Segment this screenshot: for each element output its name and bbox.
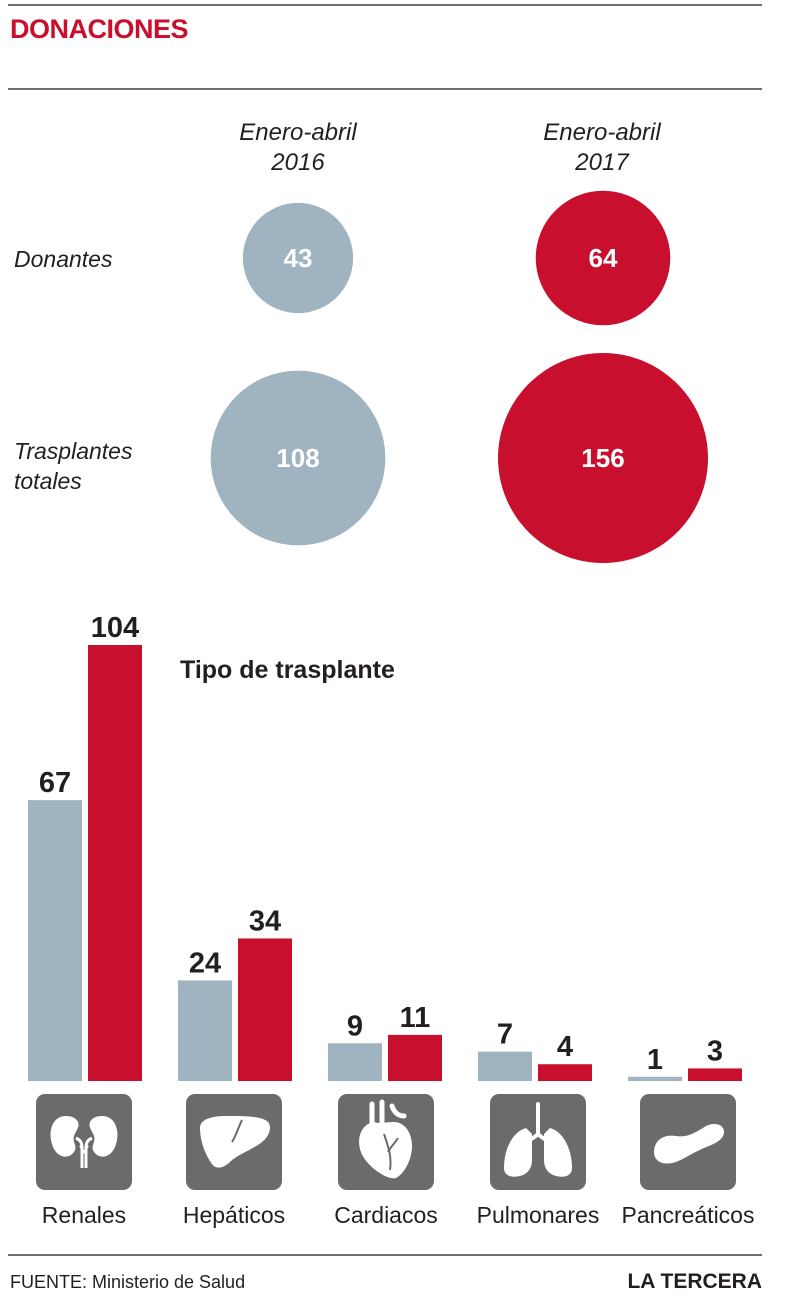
- bar-label-cardiacos-2017: 11: [400, 1002, 431, 1034]
- bubble-0-2017: [535, 190, 671, 326]
- category-label-cardiacos: Cardiacos: [334, 1202, 438, 1228]
- period-2017: Enero-abril 2017: [502, 118, 702, 178]
- heart-icon: [338, 1094, 434, 1190]
- bar-pulmonares-2016: [478, 1051, 532, 1081]
- bar-label-cardiacos-2016: 9: [347, 1010, 363, 1042]
- page-title: DONACIONES: [10, 14, 189, 44]
- row-label-trasplantes: Trasplantes totales: [14, 436, 132, 496]
- bar-hepáticos-2017: [238, 938, 292, 1081]
- lungs-icon: [490, 1094, 586, 1190]
- bar-cardiacos-2017: [388, 1034, 442, 1081]
- title-rule: [8, 88, 762, 90]
- period-2017-line1: Enero-abril: [543, 119, 661, 146]
- row-label-trasplantes-line2: totales: [14, 468, 82, 494]
- top-rule: [8, 4, 762, 6]
- bubble-0-2016: [242, 202, 354, 314]
- period-2016: Enero-abril 2016: [198, 118, 398, 178]
- row-label-donantes: Donantes: [14, 246, 113, 272]
- kidneys-icon: [36, 1094, 132, 1190]
- source-note: FUENTE: Ministerio de Salud: [10, 1272, 246, 1292]
- category-label-renales: Renales: [41, 1202, 127, 1228]
- period-2016-line2: 2016: [271, 149, 325, 176]
- bubble-1-2017: [498, 353, 708, 563]
- row-label-trasplantes-line1: Trasplantes: [14, 438, 133, 464]
- bar-pancreáticos-2016: [628, 1076, 682, 1081]
- bar-label-pulmonares-2016: 7: [497, 1019, 513, 1051]
- liver-icon: [186, 1094, 282, 1190]
- bar-label-hepáticos-2016: 24: [189, 947, 221, 979]
- period-2016-line1: Enero-abril: [239, 119, 357, 146]
- bar-label-pancreáticos-2017: 3: [707, 1035, 723, 1067]
- bar-chart-title: Tipo de trasplante: [180, 656, 395, 684]
- bar-renales-2016: [28, 800, 82, 1081]
- footer-rule: [8, 1254, 762, 1256]
- bar-renales-2017: [88, 645, 142, 1081]
- category-label-pancreaticos: Pancreáticos: [621, 1202, 755, 1228]
- category-label-pulmonares: Pulmonares: [476, 1202, 600, 1228]
- chart-canvas: 43 64 108 156 67 104 24 34 9 11 7 4 1 3: [28, 190, 742, 1081]
- bar-pulmonares-2017: [538, 1064, 592, 1081]
- bar-label-hepáticos-2017: 34: [249, 905, 281, 937]
- period-2017-line2: 2017: [575, 149, 629, 176]
- bubble-value-1-2017: 156: [581, 443, 624, 473]
- bar-label-renales-2016: 67: [39, 767, 71, 799]
- bubble-value-0-2016: 43: [284, 243, 313, 273]
- bubble-value-1-2016: 108: [276, 443, 319, 473]
- bar-pancreáticos-2017: [688, 1068, 742, 1081]
- bar-label-pulmonares-2017: 4: [557, 1031, 573, 1063]
- bubble-1-2016: [210, 370, 386, 546]
- bar-hepáticos-2016: [178, 980, 232, 1081]
- bar-cardiacos-2016: [328, 1043, 382, 1081]
- bar-label-pancreáticos-2016: 1: [647, 1044, 663, 1076]
- pancreas-icon: [640, 1094, 736, 1190]
- category-label-hepaticos: Hepáticos: [182, 1202, 286, 1228]
- bubble-value-0-2017: 64: [589, 243, 618, 273]
- bar-label-renales-2017: 104: [91, 612, 139, 644]
- brand-logo: LA TERCERA: [627, 1270, 762, 1293]
